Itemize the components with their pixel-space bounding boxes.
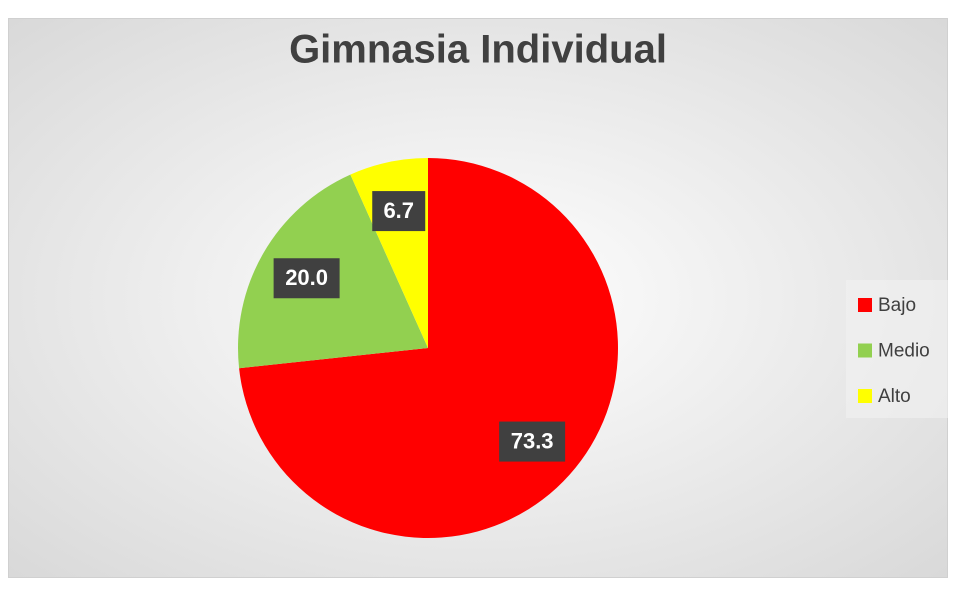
data-label: 73.3	[511, 428, 554, 453]
data-label-box	[273, 258, 340, 299]
data-label: 6.7	[383, 198, 414, 223]
legend-swatch	[858, 343, 872, 358]
data-label-box	[372, 191, 426, 232]
legend-label: Bajo	[878, 295, 916, 316]
legend-label: Medio	[878, 341, 930, 362]
legend-label: Alto	[878, 386, 911, 407]
data-label-box	[499, 421, 566, 462]
chart-title: Gimnasia Individual	[289, 28, 667, 72]
legend-swatch	[858, 298, 872, 312]
legend-swatch	[858, 389, 872, 403]
data-label: 20.0	[285, 265, 328, 290]
